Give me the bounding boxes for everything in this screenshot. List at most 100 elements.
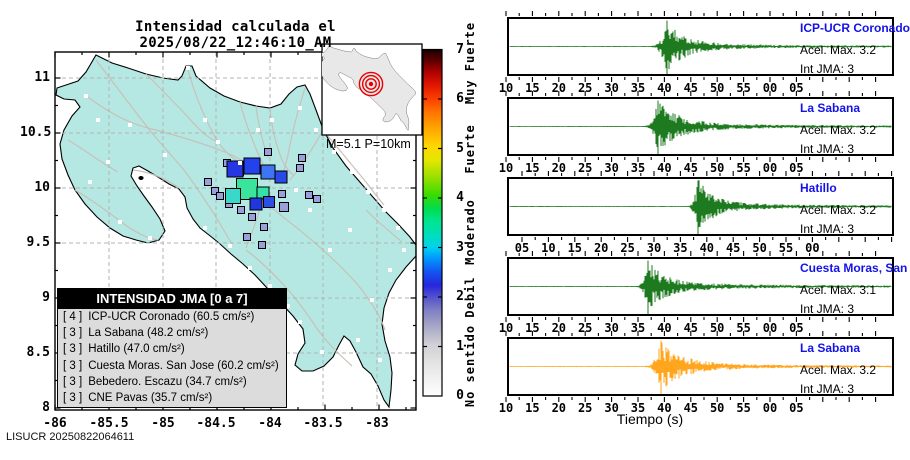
lon-tick-label: -83 — [365, 416, 389, 431]
trace-time-tick-label: 55 — [736, 321, 751, 335]
station-marker — [370, 298, 374, 302]
trace-box — [507, 257, 894, 316]
lat-tick-label: 9.5 — [26, 235, 50, 250]
trace-time-tick-label: 40 — [699, 241, 715, 255]
seismogram-waveform — [509, 340, 892, 394]
station-marker — [203, 118, 207, 122]
intensity-cell — [263, 196, 275, 208]
weak-intensity-cell — [237, 206, 245, 214]
trace-time-tick-label: 55 — [736, 81, 751, 95]
weak-intensity-cell — [248, 213, 256, 221]
legend-intensity-badge: [ 4 ] — [63, 311, 83, 324]
trace-intensity-label: Int JMA: 3 — [800, 142, 855, 156]
weak-intensity-cell — [216, 192, 224, 200]
trace-time-tick-label: 45 — [683, 321, 699, 335]
trace-time-tick-label: 30 — [604, 161, 619, 175]
footer-id-text: LISUCR 20250822064611 — [6, 431, 135, 443]
map-title: Intensidad calculada el 2025/08/22_12:46… — [135, 19, 336, 51]
trace-box — [507, 177, 894, 236]
station-marker — [350, 170, 354, 174]
trace-time-tick-label: 15 — [525, 401, 540, 415]
map-frame — [54, 51, 417, 411]
station-marker — [286, 304, 290, 308]
trace-panel — [505, 251, 894, 322]
trace-time-tick-label: 10 — [498, 401, 514, 415]
weak-intensity-cell — [204, 178, 212, 186]
station-marker — [148, 236, 152, 240]
lat-tick-label: 10 — [34, 180, 50, 195]
colorbar-tick-label: 2 — [456, 289, 464, 304]
trace-time-tick-label: 40 — [657, 161, 672, 175]
trace-time-tick-label: 45 — [725, 241, 741, 255]
station-marker — [320, 350, 324, 354]
station-marker — [348, 228, 352, 232]
station-marker — [382, 208, 386, 212]
weak-intensity-cell — [260, 223, 268, 231]
trace-intensity-label: Int JMA: 3 — [800, 302, 855, 316]
intensity-cell — [260, 164, 276, 180]
trace-time-tick-label: 10 — [498, 81, 514, 95]
trace-time-tick-label: 25 — [620, 241, 635, 255]
station-marker — [128, 123, 132, 127]
trace-time-tick-label: 50 — [709, 321, 725, 335]
station-marker — [366, 190, 370, 194]
seismogram-waveform — [509, 100, 892, 154]
trace-time-tick-label: 20 — [593, 241, 609, 255]
trace-time-tick-label: 00 — [805, 241, 820, 255]
legend-station-text: La Sabana (48.2 cm/s²) — [88, 327, 209, 340]
station-marker — [84, 94, 88, 98]
station-marker — [314, 128, 318, 132]
trace-time-tick-label: 50 — [709, 81, 725, 95]
magnitude-depth-label: M=5.1 P=10km — [326, 137, 411, 151]
legend-row: [ 3 ] Bebedero. Escazu (34.7 cm/s²) — [58, 374, 286, 390]
trace-accel-label: Acel. Max. 3.2 — [800, 43, 877, 57]
weak-intensity-cell — [296, 164, 304, 172]
trace-time-tick-label: 30 — [604, 401, 619, 415]
trace-box — [507, 337, 894, 396]
intensity-cell — [274, 170, 288, 184]
colorbar-category-label: Moderado — [463, 198, 477, 265]
weak-intensity-cell — [313, 195, 321, 203]
legend-station-text: CNE Pavas (35.7 cm/s²) — [88, 392, 213, 405]
trace-time-tick-label: 35 — [630, 81, 646, 95]
colorbar-category-label: Muy Fuerte — [463, 21, 477, 104]
lon-tick-label: -83.5 — [303, 416, 343, 431]
trace-time-tick-label: 15 — [525, 161, 540, 175]
station-marker — [270, 118, 274, 122]
trace-time-tick-label: 10 — [541, 241, 556, 255]
station-marker — [106, 160, 110, 164]
trace-accel-label: Acel. Max. 3.1 — [800, 283, 877, 297]
trace-station-name: Cuesta Moras, San Jose — [800, 261, 910, 275]
lon-tick-label: -84.5 — [196, 416, 236, 431]
trace-time-tick-label: 40 — [657, 321, 672, 335]
trace-time-tick-label: 15 — [567, 241, 583, 255]
trace-time-tick-label: 15 — [525, 321, 540, 335]
trace-time-tick-label: 05 — [789, 161, 804, 175]
seismogram-waveform — [509, 260, 892, 314]
colorbar-tick-label: 0 — [456, 388, 464, 403]
legend-row: [ 3 ] La Sabana (48.2 cm/s²) — [58, 325, 286, 341]
lat-tick-label: 9 — [42, 290, 50, 305]
trace-time-tick-label: 30 — [604, 81, 619, 95]
station-marker — [388, 268, 392, 272]
trace-intensity-label: Int JMA: 3 — [800, 222, 855, 236]
lat-tick-label: 8.5 — [26, 345, 50, 360]
seismogram-waveform — [509, 180, 892, 234]
trace-time-tick-label: 45 — [683, 401, 699, 415]
trace-time-tick-label: 50 — [709, 401, 725, 415]
lon-tick-label: -84 — [258, 416, 282, 431]
trace-accel-label: Acel. Max. 3.2 — [800, 203, 877, 217]
lat-tick-label: 11 — [34, 70, 50, 85]
station-marker — [186, 66, 190, 70]
colorbar-tick-label: 6 — [456, 91, 464, 106]
station-marker — [332, 150, 336, 154]
intensity-cell — [249, 197, 263, 211]
trace-station-name: La Sabana — [800, 341, 861, 355]
trace-box — [507, 17, 894, 76]
trace-intensity-label: Int JMA: 3 — [800, 382, 855, 396]
intensity-cell — [243, 157, 261, 175]
lon-tick-label: -85.5 — [89, 416, 129, 431]
trace-time-tick-label: 00 — [762, 321, 778, 335]
